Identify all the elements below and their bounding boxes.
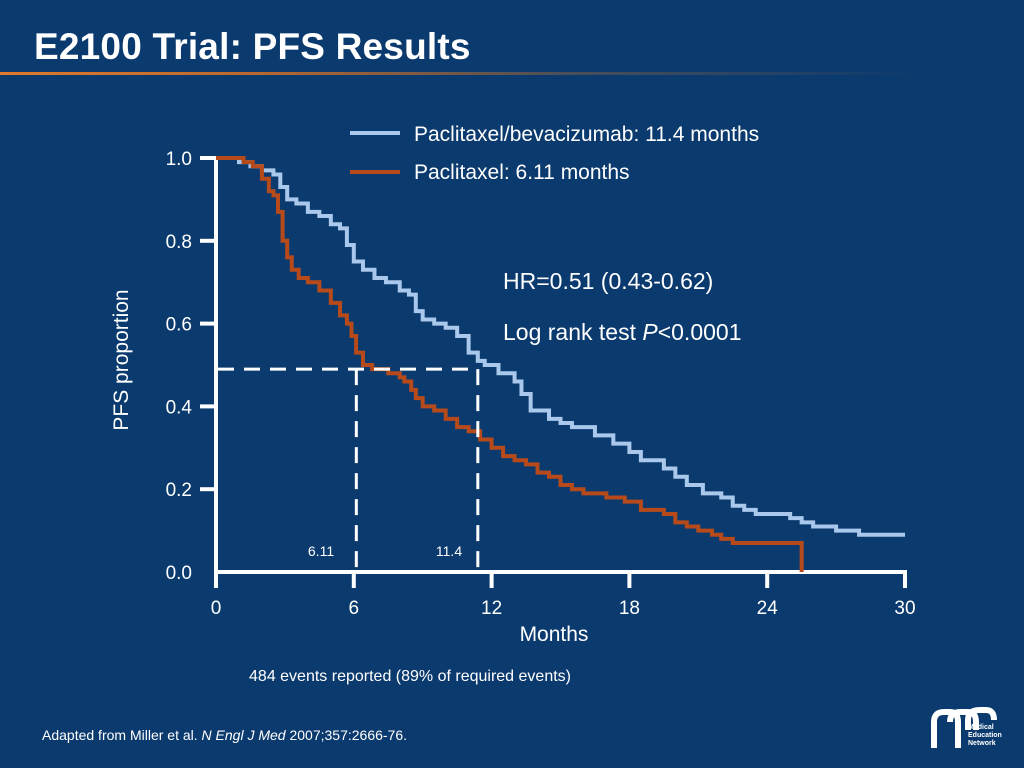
- x-tick-label: 24: [757, 598, 779, 619]
- series-line-paclitaxel: [216, 156, 804, 572]
- x-tick-label: 0: [211, 598, 222, 619]
- x-tick-label: 18: [619, 598, 640, 619]
- y-tick-label: 0.2: [166, 480, 192, 501]
- logo-line: Network: [968, 740, 996, 747]
- logrank-text: Log rank test P<0.0001: [503, 319, 741, 345]
- events-note: 484 events reported (89% of required eve…: [249, 668, 571, 685]
- citation-journal: N Engl J Med: [201, 727, 286, 743]
- slide-title: E2100 Trial: PFS Results: [34, 26, 471, 67]
- hazard-ratio-text: HR=0.51 (0.43-0.62): [503, 268, 713, 294]
- legend-label-paclitaxel-bevacizumab: Paclitaxel/bevacizumab: 11.4 months: [414, 123, 759, 146]
- citation-authors: Miller et al.: [129, 727, 198, 743]
- men-logo: [931, 707, 997, 748]
- y-tick-label: 1.0: [166, 149, 192, 170]
- logo-line: Education: [968, 732, 1002, 739]
- series-line-paclitaxel-bevacizumab: [216, 156, 905, 537]
- x-tick-label: 12: [481, 598, 502, 619]
- title-divider: [0, 72, 1024, 75]
- median-label-paclitaxel: 6.11: [308, 543, 334, 559]
- y-tick-label: 0.4: [166, 397, 193, 418]
- x-tick-label: 6: [349, 598, 360, 619]
- citation: Adapted from Miller et al. N Engl J Med …: [42, 727, 407, 743]
- y-tick-label: 0.0: [166, 563, 192, 584]
- x-tick-label: 30: [894, 598, 915, 619]
- citation-prefix: Adapted from: [42, 727, 127, 743]
- x-axis-title: Months: [520, 623, 589, 646]
- logo-text: Medical Education Network: [968, 724, 1002, 748]
- y-axis-title: PFS proportion: [110, 289, 133, 430]
- y-tick-label: 0.8: [166, 232, 192, 253]
- median-label-paclitaxel-bevacizumab: 11.4: [436, 543, 462, 559]
- logo-line: Medical: [968, 724, 994, 731]
- citation-details: 2007;357:2666-76.: [289, 727, 408, 743]
- y-tick-label: 0.6: [166, 315, 192, 336]
- legend-label-paclitaxel: Paclitaxel: 6.11 months: [414, 161, 630, 184]
